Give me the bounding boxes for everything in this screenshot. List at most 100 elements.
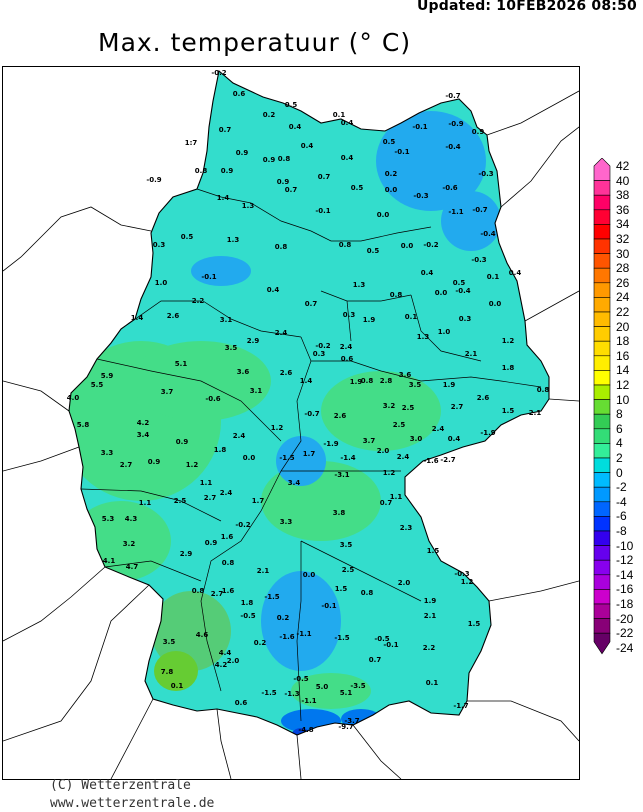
temperature-value: -1.5 (279, 454, 294, 462)
temperature-value: 5.5 (91, 381, 104, 389)
temperature-value: -0.1 (394, 148, 409, 156)
temperature-value: 1:7 (185, 139, 198, 147)
color-scale-swatch (593, 603, 611, 619)
temperature-value: 2.1 (424, 612, 437, 620)
temperature-value: 0.0 (303, 571, 316, 579)
temperature-value: 0.3 (153, 241, 166, 249)
color-scale-swatch (593, 297, 611, 313)
temperature-value: 2.1 (257, 567, 270, 575)
temperature-value: 0.4 (289, 123, 302, 131)
temperature-value: 0.4 (341, 154, 354, 162)
temperature-value: 2.6 (334, 412, 347, 420)
temperature-value: -3.7 (344, 717, 359, 725)
temperature-value: 0.2 (263, 111, 276, 119)
updated-timestamp: Updated: 10FEB2026 08:50 (416, 0, 637, 14)
temperature-value: 0.0 (435, 289, 448, 297)
temperature-value: 0.7 (305, 300, 318, 308)
temperature-value: 0.5 (285, 101, 298, 109)
temperature-value: 0.7 (380, 499, 393, 507)
color-scale-label: 14 (616, 363, 630, 378)
temperature-value: 0.0 (243, 454, 256, 462)
temperature-value: 1.4 (300, 377, 313, 385)
temperature-value: -0.7 (445, 92, 460, 100)
temperature-value: 0.7 (285, 186, 298, 194)
temperature-value: -0.9 (146, 176, 161, 184)
temperature-value: 2.5 (393, 421, 406, 429)
temperature-value: 0.8 (195, 167, 208, 175)
color-scale-label: -10 (616, 538, 634, 553)
color-scale-label: 2 (616, 451, 623, 465)
temperature-value: 1.0 (155, 279, 168, 287)
color-scale-swatch (593, 194, 611, 211)
color-scale-swatch (593, 253, 611, 269)
temperature-value: 0.9 (263, 156, 276, 164)
color-scale-label: 38 (616, 188, 630, 203)
color-scale-label: -4 (616, 494, 627, 509)
temperature-value: 1.9 (424, 597, 437, 605)
temperature-value: 0.6 (341, 355, 354, 363)
color-scale-swatch (593, 530, 611, 546)
temperature-value: -0.3 (454, 570, 469, 578)
temperature-value: -1.7 (453, 702, 468, 710)
temperature-value: -0.7 (472, 206, 487, 214)
color-scale-swatch (593, 632, 611, 655)
color-scale-label: -20 (616, 611, 634, 626)
temperature-value: 2.8 (380, 377, 393, 385)
temperature-value: 0.0 (401, 242, 414, 250)
temperature-value: 1.3 (242, 202, 255, 210)
color-scale-swatch (593, 472, 611, 488)
temperature-value: -3.1 (334, 471, 349, 479)
temperature-value: 2.0 (377, 447, 390, 455)
temperature-value: 1.7 (252, 497, 265, 505)
temperature-value: 2.2 (192, 297, 205, 305)
temperature-value: 1.2 (502, 337, 515, 345)
temperature-value: -0.1 (383, 641, 398, 649)
temperature-value: 1.3 (417, 333, 430, 341)
color-scale-label: 10 (616, 392, 630, 407)
temperature-value: 1.5 (468, 620, 481, 628)
temperature-value: -0.6 (205, 395, 220, 403)
temperature-value: -1.1 (448, 208, 463, 216)
temperature-value: 2.3 (400, 524, 413, 532)
temperature-value: 2.9 (180, 550, 193, 558)
temperature-value: 2.5 (402, 404, 415, 412)
temperature-value: -0.2 (423, 241, 438, 249)
temperature-value: 2.6 (477, 394, 490, 402)
temperature-value: -0.1 (201, 273, 216, 281)
temperature-value: 1.1 (390, 493, 403, 501)
temperature-value: 0.8 (192, 587, 205, 595)
temperature-value: -0.4 (445, 143, 460, 151)
color-scale-label: 34 (616, 217, 630, 232)
temperature-value: 3.7 (363, 437, 376, 445)
website-url: www.wetterzentrale.de (50, 796, 215, 811)
temperature-value: 4.6 (196, 631, 209, 639)
temperature-value: 0.7 (318, 173, 331, 181)
temperature-value: 4.2 (137, 419, 150, 427)
temperature-value: 0.6 (235, 699, 248, 707)
temperature-value: 0.8 (537, 386, 550, 394)
temperature-value: 2.7 (204, 494, 217, 502)
temperature-value: 0.5 (181, 233, 194, 241)
temperature-value: 0.2 (385, 170, 398, 178)
copyright-text: (C) Wetterzentrale (50, 778, 191, 793)
temperature-value: 3.5 (225, 344, 238, 352)
temperature-value: 1.8 (241, 599, 254, 607)
color-scale-bar (593, 158, 611, 655)
color-scale-label: 40 (616, 173, 630, 188)
color-scale-label: -8 (616, 524, 627, 538)
temperature-value: 0.8 (222, 559, 235, 567)
temperature-value: 0.1 (171, 682, 184, 690)
temperature-value: 0.2 (254, 639, 267, 647)
color-scale-swatch (593, 413, 611, 430)
color-scale-swatch (593, 574, 611, 590)
color-scale-swatch (593, 443, 611, 459)
color-scale-label: 4 (616, 436, 623, 451)
color-scale-swatch (593, 209, 611, 225)
color-scale-swatch (593, 326, 611, 342)
color-scale-label: 12 (616, 378, 630, 392)
temperature-map: -0.2 0.6 0.5 0.2 0.1 0.4 0.7 0.4 0.4 0.9 0.9 0.8 1:7… (2, 66, 580, 780)
temperature-value: 2.0 (227, 657, 240, 665)
temperature-value: 0.9 (205, 539, 218, 547)
temperature-value: 1.8 (214, 446, 227, 454)
color-scale-label: 42 (616, 159, 630, 173)
